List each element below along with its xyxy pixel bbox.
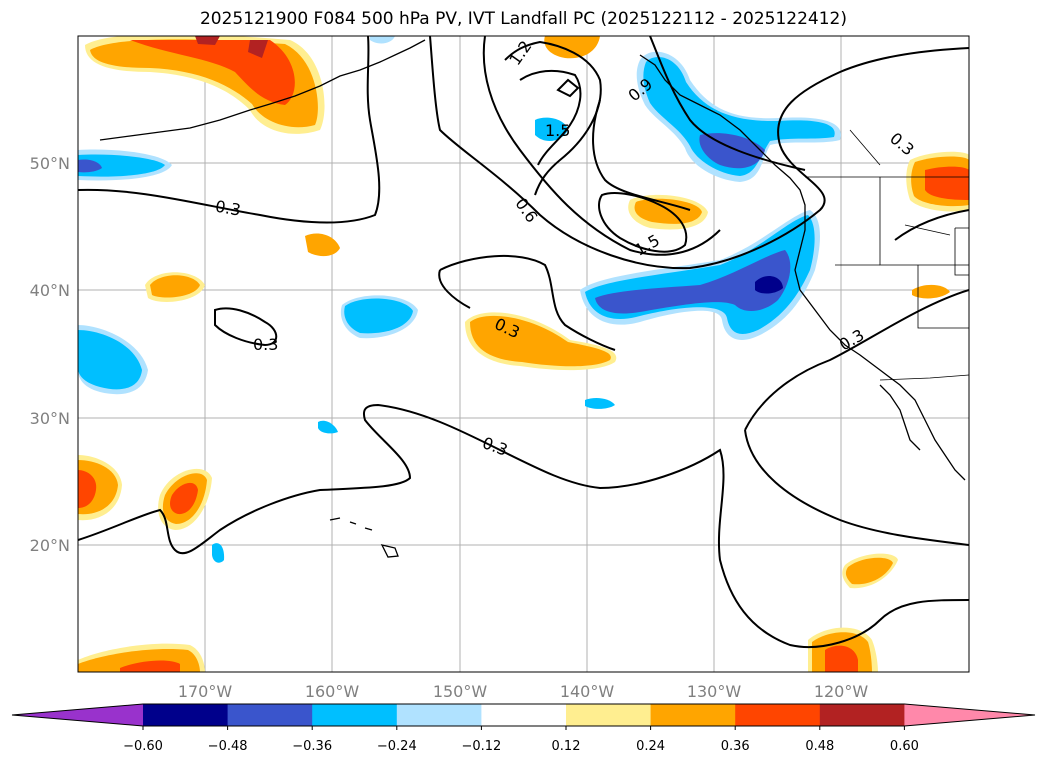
- colorbar-tick-label: 0.24: [636, 739, 665, 754]
- lon-tick-label: 140°W: [560, 682, 615, 701]
- colorbar-tick-label: −0.24: [377, 739, 417, 754]
- colorbar-segment: [481, 704, 567, 726]
- colorbar-segment: [312, 704, 398, 726]
- colorbar-segment: [819, 704, 905, 726]
- colorbar: [11, 703, 1036, 727]
- contour-label: 1.5: [545, 121, 570, 140]
- borders: [805, 129, 969, 381]
- colorbar-tick-label: −0.48: [208, 739, 248, 754]
- contour-label: 0.3: [253, 335, 278, 354]
- colorbar-tick-label: 0.60: [890, 739, 919, 754]
- colorbar-tick-label: −0.60: [123, 739, 163, 754]
- lat-tick-label: 50°N: [30, 154, 70, 173]
- colorbar-tick-label: 0.48: [805, 739, 834, 754]
- colorbar-segment: [735, 704, 821, 726]
- lon-tick-label: 120°W: [814, 682, 869, 701]
- colorbar-segment: [143, 704, 229, 726]
- pv-contours: [78, 36, 969, 648]
- lon-tick-label: 150°W: [433, 682, 488, 701]
- lat-tick-label: 20°N: [30, 536, 70, 555]
- contour-label: 0.3: [214, 197, 242, 220]
- colorbar-tick-label: −0.12: [461, 739, 501, 754]
- positive-anomaly-fills: [78, 36, 969, 672]
- colorbar-segment: [566, 704, 652, 726]
- lon-tick-label: 130°W: [687, 682, 742, 701]
- colorbar-labels: −0.60 −0.48 −0.36 −0.24 −0.12 0.12 0.24 0.36 0.4…: [123, 726, 919, 754]
- lon-tick-label: 170°W: [178, 682, 233, 701]
- map-title: 2025121900 F084 500 hPa PV, IVT Landfall…: [199, 9, 847, 29]
- lat-tick-label: 30°N: [30, 409, 70, 428]
- map-border: [77, 35, 970, 673]
- map-contents: 1.2 1.5 0.6 0.3 0.3 1.5 0.3 0.3 0.3 0.3 …: [78, 36, 969, 672]
- colorbar-segment: [396, 704, 482, 726]
- colorbar-segment: [650, 704, 736, 726]
- colorbar-segment: [227, 704, 313, 726]
- colorbar-tick-label: −0.36: [292, 739, 332, 754]
- lat-tick-label: 40°N: [30, 281, 70, 300]
- coastlines: [99, 39, 966, 558]
- lat-axis: 50°N 40°N 30°N 20°N: [30, 154, 70, 555]
- colorbar-extend-low: [12, 704, 143, 726]
- lon-axis: 170°W 160°W 150°W 140°W 130°W 120°W: [178, 682, 869, 701]
- colorbar-tick-label: 0.36: [721, 739, 750, 754]
- colorbar-extend-high: [904, 704, 1035, 726]
- negative-anomaly-fills: [78, 36, 841, 563]
- colorbar-tick-label: 0.12: [552, 739, 581, 754]
- lon-tick-label: 160°W: [305, 682, 360, 701]
